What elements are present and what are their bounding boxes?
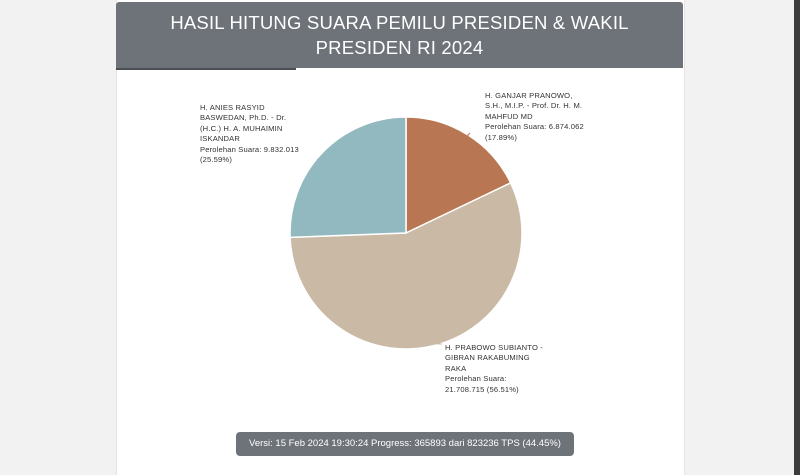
chart-title: HASIL HITUNG SUARA PEMILU PRESIDEN & WAK… [170, 12, 629, 58]
pie-slice-anies[interactable] [289, 116, 407, 239]
label-anies-name-1: H. ANIES RASYID [200, 103, 265, 112]
label-prabowo: H. PRABOWO SUBIANTO - GIBRAN RAKABUMING … [445, 343, 543, 395]
leader-line-ganjar [466, 132, 471, 137]
label-anies-name-2: BASWEDAN, Ph.D. - Dr. [200, 113, 287, 123]
label-anies: H. ANIES RASYID BASWEDAN, Ph.D. - Dr. (H… [200, 103, 299, 165]
leader-line-anies [316, 153, 325, 161]
label-anies-percent: (25.59%) [200, 155, 233, 165]
pie-slice-prabowo[interactable] [289, 181, 523, 350]
version-progress-badge: Versi: 15 Feb 2024 19:30:24 Progress: 36… [236, 432, 574, 456]
header-accent-bar [116, 68, 296, 70]
label-ganjar-name-1: H. GANJAR PRANOWO, [485, 91, 573, 100]
label-ganjar: H. GANJAR PRANOWO, S.H., M.I.P. - Prof. … [485, 91, 584, 143]
chart-header: HASIL HITUNG SUARA PEMILU PRESIDEN & WAK… [116, 2, 683, 68]
label-ganjar-name-3: MAHFUD MD [485, 111, 533, 121]
label-prabowo-votes: Perolehan Suara: [445, 374, 507, 384]
label-prabowo-name-1: H. PRABOWO SUBIANTO - [445, 343, 543, 352]
label-anies-votes: Perolehan Suara: 9.832.013 [200, 144, 299, 154]
label-anies-name-3: (H.C.) H. A. MUHAIMIN [200, 123, 283, 133]
label-prabowo-percent: 21.708.715 (56.51%) [445, 384, 519, 394]
window-edge [794, 0, 800, 475]
label-ganjar-name-2: S.H., M.I.P. - Prof. Dr. H. M. [485, 101, 583, 111]
label-prabowo-name-3: RAKA [445, 363, 467, 373]
label-anies-name-4: ISKANDAR [200, 134, 241, 144]
label-prabowo-name-2: GIBRAN RAKABUMING [445, 353, 530, 363]
label-ganjar-votes: Perolehan Suara: 6.874.062 [485, 122, 584, 132]
label-ganjar-percent: (17.89%) [485, 132, 518, 142]
